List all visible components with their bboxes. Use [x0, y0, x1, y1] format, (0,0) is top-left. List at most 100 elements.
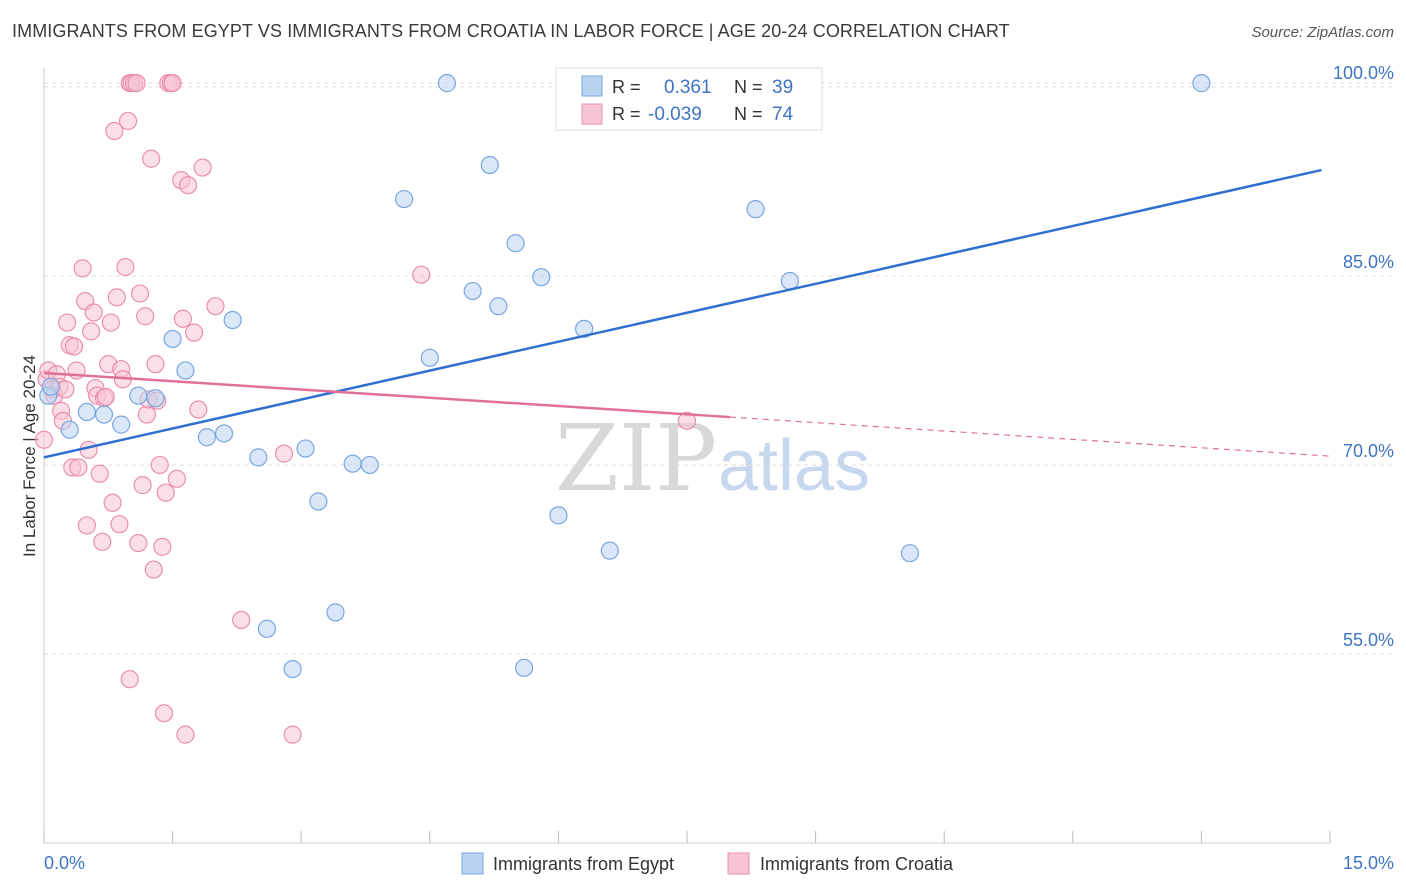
croatia-trend-line [43, 371, 730, 419]
egypt-point [41, 377, 60, 396]
bottom-legend-swatch-croatia [727, 852, 750, 875]
croatia-point [167, 469, 186, 488]
croatia-point [90, 464, 109, 483]
croatia-point [146, 355, 165, 374]
egypt-point [309, 492, 328, 511]
watermark-atlas: atlas [718, 426, 870, 506]
egypt-point [343, 454, 362, 473]
croatia-point [107, 288, 126, 307]
legend-n-label-egypt: N = [734, 77, 763, 97]
croatia-point [173, 309, 192, 328]
croatia-point [677, 411, 697, 430]
legend-n-label-croatia: N = [734, 104, 763, 124]
egypt-point [283, 659, 302, 679]
egypt-point [394, 189, 414, 209]
croatia-point [184, 323, 204, 342]
grid [44, 82, 1394, 655]
egypt-point [94, 405, 114, 424]
egypt-point [360, 455, 379, 475]
egypt-point [176, 361, 195, 380]
croatia-point [274, 444, 294, 463]
croatia-point [58, 313, 77, 332]
y-axis-label: In Labor Force | Age 20-24 [20, 355, 39, 557]
egypt-trend-line [43, 168, 1322, 459]
egypt-point [129, 386, 148, 405]
egypt-point [600, 541, 619, 560]
croatia-point [163, 74, 182, 93]
croatia-point [153, 537, 172, 556]
legend-n-value-croatia: 74 [772, 104, 794, 125]
croatia-point [96, 387, 115, 407]
egypt-point [463, 281, 482, 301]
egypt-point [489, 297, 508, 316]
croatia-point [136, 307, 155, 326]
series-croatia-points [34, 74, 697, 744]
egypt-point [532, 268, 551, 287]
croatia-point [93, 532, 112, 551]
croatia-point [34, 430, 54, 449]
legend-n-value-egypt: 39 [772, 77, 793, 98]
x-tick-label-max: 15.0% [1343, 853, 1394, 873]
egypt-point [112, 415, 131, 434]
bottom-legend-label-egypt: Immigrants from Egypt [493, 854, 674, 874]
x-tick-label-min: 0.0% [44, 853, 85, 873]
croatia-point [120, 670, 139, 689]
egypt-point [549, 506, 568, 525]
y-tick-label: 100.0% [1333, 63, 1394, 83]
croatia-point [144, 560, 163, 579]
chart-title: IMMIGRANTS FROM EGYPT VS IMMIGRANTS FROM… [12, 21, 1010, 41]
legend-r-value-egypt: 0.361 [664, 77, 712, 98]
egypt-point [257, 619, 277, 638]
bottom-legend-swatch-egypt [461, 852, 484, 875]
croatia-point [73, 259, 92, 278]
croatia-point [133, 476, 152, 495]
egypt-point [506, 234, 525, 253]
source-label: Source: ZipAtlas.com [1251, 24, 1394, 41]
croatia-point [116, 258, 135, 277]
series-egypt-points [39, 74, 1211, 679]
croatia-point [84, 303, 103, 322]
croatia-point [193, 158, 212, 177]
legend-swatch-croatia [581, 103, 603, 125]
egypt-point [780, 271, 799, 291]
egypt-point [146, 389, 165, 408]
croatia-point [130, 284, 150, 303]
croatia-point [154, 704, 174, 723]
egypt-point [296, 439, 315, 458]
y-tick-labels: 55.0% 70.0% 85.0% 100.0% [1333, 63, 1394, 650]
egypt-point [900, 544, 920, 563]
bottom-legend-label-croatia: Immigrants from Croatia [760, 854, 954, 874]
croatia-point [206, 297, 225, 316]
egypt-point [163, 329, 182, 349]
y-tick-label: 85.0% [1343, 252, 1394, 272]
croatia-point [129, 533, 148, 553]
egypt-point [197, 428, 216, 447]
egypt-point [60, 420, 79, 439]
croatia-point [103, 493, 122, 512]
croatia-trend-line-dashed [729, 416, 1331, 457]
croatia-point [283, 725, 302, 744]
trend-lines [43, 168, 1331, 459]
egypt-point [326, 603, 345, 622]
x-ticks [43, 831, 1331, 843]
croatia-point [69, 458, 88, 477]
series-legend: Immigrants from Egypt Immigrants from Cr… [461, 852, 954, 875]
croatia-point [127, 74, 146, 93]
croatia-point [77, 516, 96, 535]
egypt-point [746, 200, 765, 219]
y-tick-label: 70.0% [1343, 441, 1394, 461]
croatia-point [142, 149, 161, 168]
y-tick-label: 55.0% [1343, 630, 1394, 650]
croatia-point [178, 176, 198, 195]
croatia-point [82, 322, 101, 341]
croatia-point [101, 313, 120, 332]
croatia-point [64, 337, 84, 356]
stats-legend: R = 0.361 N = 39 R = -0.039 N = 74 [555, 67, 823, 131]
croatia-point [232, 610, 251, 630]
legend-r-value-croatia: -0.039 [648, 104, 702, 125]
croatia-point [156, 483, 175, 502]
egypt-point [1192, 74, 1211, 93]
egypt-point [223, 310, 242, 330]
egypt-point [437, 74, 457, 93]
